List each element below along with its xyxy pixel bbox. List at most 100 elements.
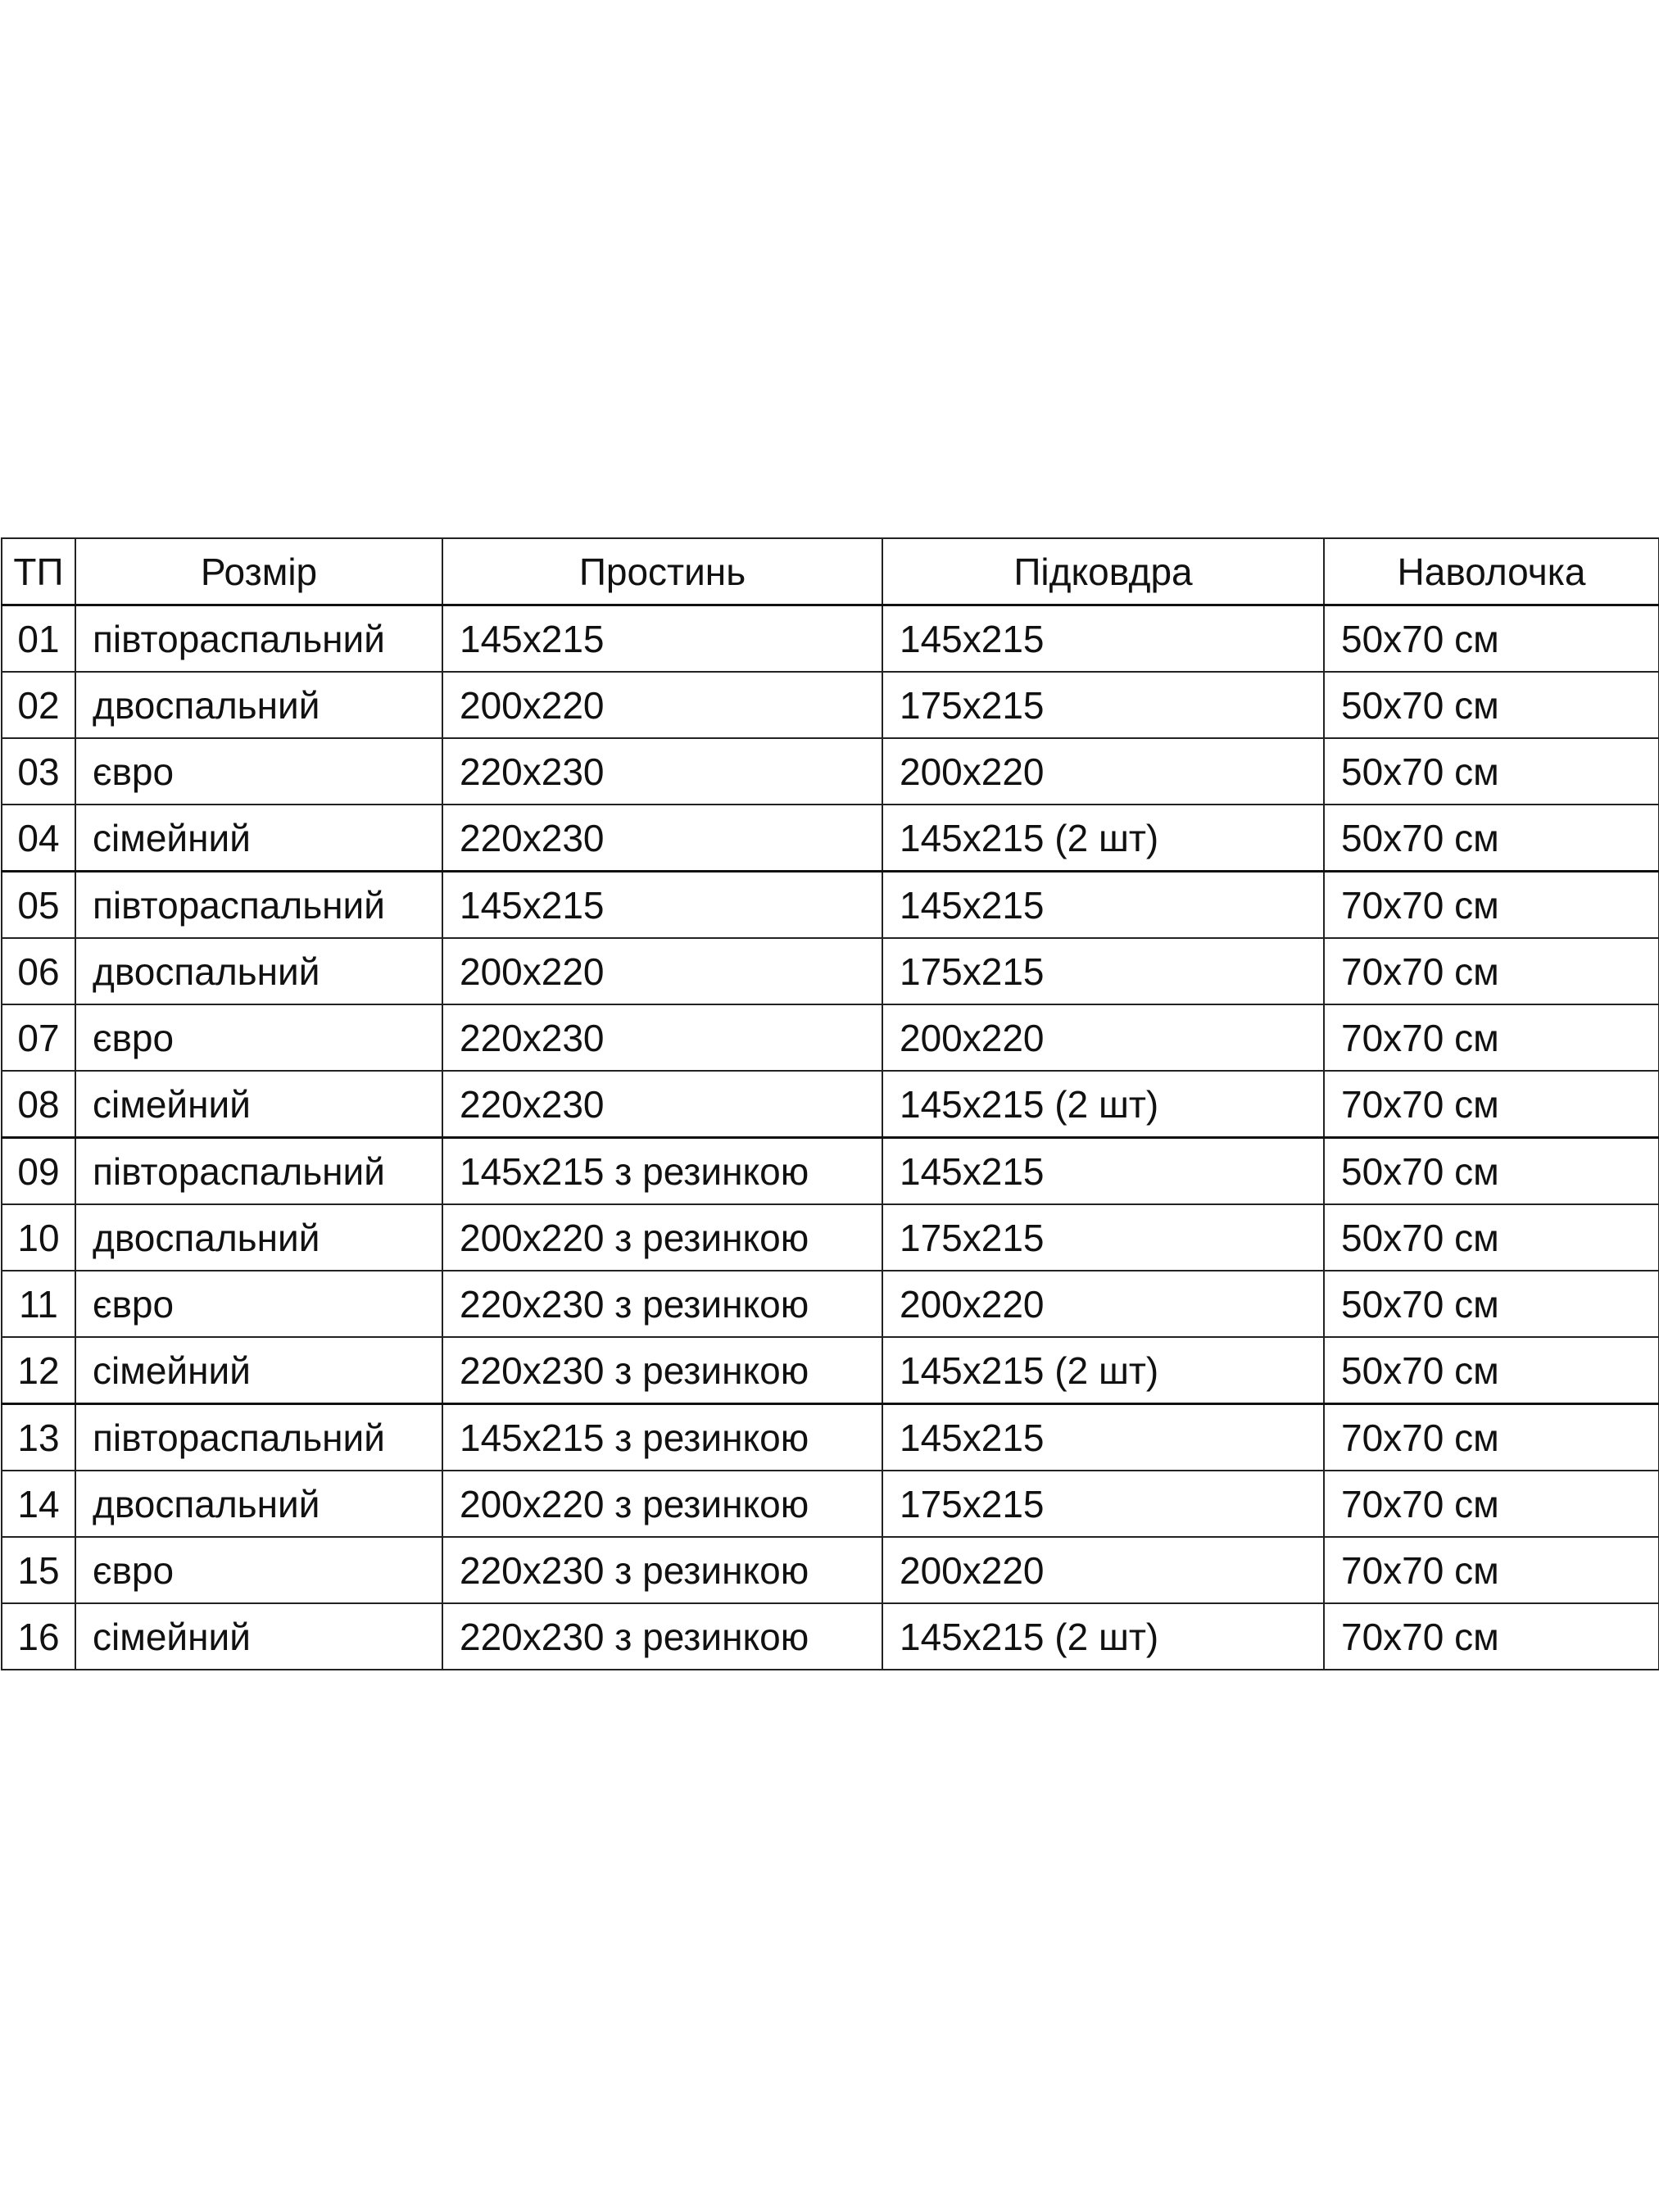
cell-tp: 07	[1, 1004, 76, 1072]
cell-sheet: 145x215	[442, 604, 883, 673]
cell-sheet: 145x215 з резинкою	[442, 1403, 883, 1471]
cell-duvet-cover: 145x215 (2 шт)	[882, 1336, 1325, 1405]
cell-size: сімейний	[75, 1602, 443, 1670]
bedding-size-table: ТП Розмір Простинь Підковдра Наволочка 0…	[1, 537, 1659, 1670]
cell-tp: 08	[1, 1070, 76, 1139]
cell-sheet: 200x220	[442, 937, 883, 1005]
cell-sheet: 220x230	[442, 1070, 883, 1139]
cell-pillowcase: 50x70 см	[1323, 604, 1659, 673]
header-sheet: Простинь	[442, 537, 883, 606]
cell-sheet: 145x215 з резинкою	[442, 1136, 883, 1205]
cell-duvet-cover: 145x215	[882, 1403, 1325, 1471]
cell-pillowcase: 70x70 см	[1323, 1602, 1659, 1670]
cell-pillowcase: 70x70 см	[1323, 1470, 1659, 1538]
table-row: 13 півтораспальний 145x215 з резинкою 145x2…	[1, 1403, 1659, 1471]
table-row: 01 півтораспальний 145x215 145x215 50x70 см	[1, 604, 1659, 673]
cell-pillowcase: 50x70 см	[1323, 1136, 1659, 1205]
table-row: 16 сімейний 220x230 з резинкою 145x215 (2 ш…	[1, 1602, 1659, 1670]
cell-tp: 15	[1, 1536, 76, 1604]
cell-duvet-cover: 200x220	[882, 1270, 1325, 1338]
cell-pillowcase: 50x70 см	[1323, 737, 1659, 805]
cell-duvet-cover: 200x220	[882, 737, 1325, 805]
cell-pillowcase: 70x70 см	[1323, 1403, 1659, 1471]
table-row: 08 сімейний 220x230 145x215 (2 шт) 70x70 см	[1, 1070, 1659, 1139]
cell-duvet-cover: 200x220	[882, 1536, 1325, 1604]
cell-duvet-cover: 175x215	[882, 937, 1325, 1005]
cell-pillowcase: 50x70 см	[1323, 1270, 1659, 1338]
cell-size: сімейний	[75, 1070, 443, 1139]
cell-tp: 10	[1, 1203, 76, 1271]
cell-tp: 11	[1, 1270, 76, 1338]
cell-size: півтораспальний	[75, 870, 443, 939]
table-row: 11 євро 220x230 з резинкою 200x220 50x70 см	[1, 1270, 1659, 1338]
cell-tp: 16	[1, 1602, 76, 1670]
cell-duvet-cover: 175x215	[882, 1203, 1325, 1271]
cell-duvet-cover: 145x215	[882, 870, 1325, 939]
cell-tp: 04	[1, 804, 76, 873]
table-row: 06 двоспальний 200x220 175x215 70x70 см	[1, 937, 1659, 1005]
cell-pillowcase: 70x70 см	[1323, 1004, 1659, 1072]
cell-duvet-cover: 145x215 (2 шт)	[882, 1070, 1325, 1139]
cell-duvet-cover: 145x215 (2 шт)	[882, 804, 1325, 873]
table-row: 15 євро 220x230 з резинкою 200x220 70x70 см	[1, 1536, 1659, 1604]
cell-duvet-cover: 145x215 (2 шт)	[882, 1602, 1325, 1670]
cell-pillowcase: 50x70 см	[1323, 1203, 1659, 1271]
cell-tp: 01	[1, 604, 76, 673]
cell-pillowcase: 70x70 см	[1323, 1070, 1659, 1139]
cell-tp: 09	[1, 1136, 76, 1205]
cell-sheet: 145x215	[442, 870, 883, 939]
cell-tp: 12	[1, 1336, 76, 1405]
header-duvet-cover: Підковдра	[882, 537, 1325, 606]
cell-size: двоспальний	[75, 937, 443, 1005]
table-row: 04 сімейний 220x230 145x215 (2 шт) 50x70 см	[1, 804, 1659, 873]
cell-duvet-cover: 175x215	[882, 671, 1325, 739]
header-tp: ТП	[1, 537, 76, 606]
cell-sheet: 200x220 з резинкою	[442, 1203, 883, 1271]
cell-size: півтораспальний	[75, 1403, 443, 1471]
cell-duvet-cover: 175x215	[882, 1470, 1325, 1538]
table-row: 09 півтораспальний 145x215 з резинкою 145x2…	[1, 1136, 1659, 1205]
cell-size: євро	[75, 1536, 443, 1604]
cell-tp: 05	[1, 870, 76, 939]
cell-duvet-cover: 145x215	[882, 1136, 1325, 1205]
cell-sheet: 220x230	[442, 737, 883, 805]
cell-tp: 02	[1, 671, 76, 739]
cell-sheet: 220x230 з резинкою	[442, 1536, 883, 1604]
cell-size: євро	[75, 1004, 443, 1072]
cell-pillowcase: 70x70 см	[1323, 937, 1659, 1005]
cell-size: сімейний	[75, 804, 443, 873]
cell-sheet: 220x230	[442, 1004, 883, 1072]
cell-size: двоспальний	[75, 671, 443, 739]
cell-sheet: 200x220 з резинкою	[442, 1470, 883, 1538]
cell-sheet: 200x220	[442, 671, 883, 739]
header-pillowcase: Наволочка	[1323, 537, 1659, 606]
cell-sheet: 220x230 з резинкою	[442, 1270, 883, 1338]
cell-sheet: 220x230 з резинкою	[442, 1602, 883, 1670]
table-row: 12 сімейний 220x230 з резинкою 145x215 (2 ш…	[1, 1336, 1659, 1405]
cell-size: євро	[75, 1270, 443, 1338]
cell-duvet-cover: 200x220	[882, 1004, 1325, 1072]
cell-pillowcase: 70x70 см	[1323, 1536, 1659, 1604]
table-header-row: ТП Розмір Простинь Підковдра Наволочка	[1, 537, 1659, 606]
cell-sheet: 220x230	[442, 804, 883, 873]
table-row: 14 двоспальний 200x220 з резинкою 175x215 70…	[1, 1470, 1659, 1538]
table-row: 07 євро 220x230 200x220 70x70 см	[1, 1004, 1659, 1072]
cell-tp: 13	[1, 1403, 76, 1471]
cell-duvet-cover: 145x215	[882, 604, 1325, 673]
table-row: 03 євро 220x230 200x220 50x70 см	[1, 737, 1659, 805]
cell-tp: 14	[1, 1470, 76, 1538]
table-row: 02 двоспальний 200x220 175x215 50x70 см	[1, 671, 1659, 739]
cell-size: сімейний	[75, 1336, 443, 1405]
cell-pillowcase: 50x70 см	[1323, 1336, 1659, 1405]
cell-tp: 06	[1, 937, 76, 1005]
table-row: 10 двоспальний 200x220 з резинкою 175x215 50…	[1, 1203, 1659, 1271]
cell-size: двоспальний	[75, 1470, 443, 1538]
cell-size: двоспальний	[75, 1203, 443, 1271]
cell-pillowcase: 50x70 см	[1323, 804, 1659, 873]
cell-pillowcase: 70x70 см	[1323, 870, 1659, 939]
cell-size: півтораспальний	[75, 604, 443, 673]
cell-size: євро	[75, 737, 443, 805]
table-row: 05 півтораспальний 145x215 145x215 70x70 см	[1, 870, 1659, 939]
cell-size: півтораспальний	[75, 1136, 443, 1205]
header-size: Розмір	[75, 537, 443, 606]
